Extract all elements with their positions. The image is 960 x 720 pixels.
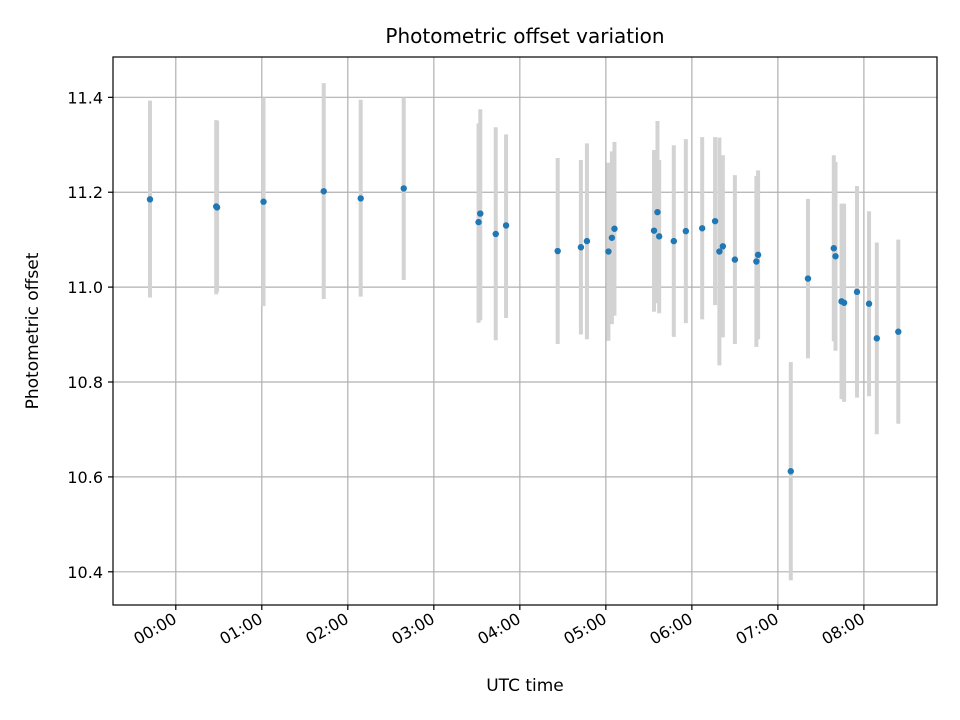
data-point: [650, 227, 658, 234]
y-tick-label: 11.2: [67, 183, 103, 202]
data-point: [830, 245, 837, 252]
data-point: [146, 196, 154, 203]
data-point: [477, 210, 484, 217]
data-point: [605, 248, 612, 255]
data-point: [260, 198, 267, 205]
data-point: [787, 468, 794, 475]
data-points: [146, 185, 902, 475]
data-point: [577, 244, 585, 251]
data-point: [840, 299, 848, 306]
data-point: [716, 248, 723, 255]
data-point: [554, 247, 561, 255]
y-tick-label: 11.0: [67, 278, 103, 297]
data-point: [754, 251, 762, 259]
data-point: [711, 217, 719, 225]
y-axis-label: Photometric offset: [23, 252, 43, 409]
data-point: [357, 195, 364, 202]
data-point: [608, 234, 616, 241]
data-point: [682, 227, 690, 235]
data-point: [320, 188, 327, 195]
x-axis-label: UTC time: [486, 676, 564, 696]
plot-frame: [112, 56, 938, 606]
y-axis-ticks: 10.4 10.6 10.8 11.0 11.2 11.4: [67, 88, 113, 582]
data-point: [731, 256, 739, 263]
data-point: [873, 335, 880, 342]
data-point: [753, 258, 760, 265]
y-tick-label: 10.6: [67, 468, 103, 487]
data-point: [832, 253, 839, 260]
data-point: [655, 233, 663, 240]
data-point: [400, 185, 407, 192]
data-point: [492, 230, 499, 238]
data-point: [853, 288, 861, 296]
data-point: [475, 218, 482, 226]
y-tick-label: 10.8: [67, 373, 103, 392]
y-tick-label: 10.4: [67, 563, 103, 582]
data-point: [698, 225, 706, 232]
data-point: [213, 204, 221, 211]
data-point: [719, 243, 727, 250]
data-point: [502, 222, 510, 229]
data-point: [895, 328, 902, 335]
chart-title: Photometric offset variation: [385, 24, 664, 48]
data-point: [654, 208, 661, 216]
data-point: [670, 237, 678, 245]
y-tick-label: 11.4: [67, 88, 103, 107]
grid-lines: [113, 57, 937, 605]
data-point: [611, 225, 618, 232]
data-point: [804, 275, 812, 282]
data-point: [865, 300, 873, 307]
data-point: [583, 237, 591, 245]
